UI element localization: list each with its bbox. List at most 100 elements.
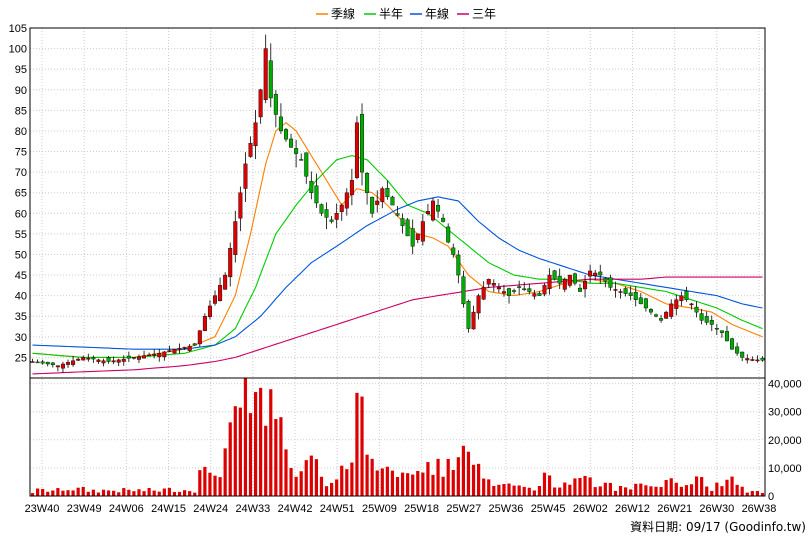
ma-line-year [32, 196, 763, 350]
candle-body [223, 274, 228, 290]
volume-bar [340, 465, 344, 496]
volume-bar [284, 449, 288, 496]
x-tick-label: 24W51 [320, 503, 355, 515]
candle-body [456, 254, 461, 276]
price-tick-label: 40 [15, 291, 27, 303]
volume-bar [335, 479, 339, 496]
x-tick-label: 23W49 [67, 503, 102, 515]
candle-body [299, 159, 304, 161]
candle-body [537, 293, 542, 296]
volume-bar [360, 396, 364, 496]
candle-body [572, 273, 577, 284]
candle-body [258, 89, 263, 118]
candle-body [197, 330, 202, 345]
candle-body [207, 305, 212, 317]
volume-bar [461, 445, 465, 496]
volume-bar [350, 462, 354, 496]
volume-bar [228, 422, 232, 496]
candle-body [142, 355, 147, 359]
candle-body [213, 295, 218, 304]
volume-bar [96, 492, 101, 496]
candle-body [704, 316, 709, 323]
legend-item-half: 半年 [364, 7, 403, 21]
candle-body [689, 303, 694, 306]
volume-bar [279, 417, 283, 496]
volume-bar [243, 378, 248, 496]
volume-bar [309, 455, 313, 496]
candle-body [111, 360, 116, 363]
x-tick-label: 26W21 [657, 503, 692, 515]
candle-body [218, 285, 223, 302]
candle-body [410, 228, 415, 247]
candle-body [699, 313, 704, 321]
volume-bar [446, 458, 450, 496]
candle-body [71, 360, 76, 365]
volume-bar [56, 488, 60, 496]
volume-bar [218, 477, 222, 496]
candle-body [81, 357, 86, 361]
candle-body [273, 93, 278, 115]
candle-body [750, 359, 755, 361]
volume-bar [674, 482, 678, 496]
candle-body [395, 213, 400, 216]
candle-body [91, 357, 96, 360]
price-tick-label: 105 [9, 23, 27, 35]
volume-bar [188, 491, 192, 496]
candle-body [344, 192, 349, 209]
legend-item-3y: 三年 [457, 7, 496, 21]
candle-body [664, 311, 669, 319]
candle-body [740, 351, 745, 358]
volume-bar [314, 459, 318, 496]
candle-body [238, 192, 243, 219]
volume-bar [441, 476, 445, 496]
candle-body [496, 287, 501, 290]
volume-bar [532, 490, 536, 496]
x-tick-label: 26W12 [615, 503, 650, 515]
volume-bar [603, 482, 607, 496]
candle-body [248, 143, 253, 157]
volume-bar [477, 463, 481, 496]
ma-line-half [32, 155, 763, 358]
x-tick-label: 25W27 [446, 503, 481, 515]
volume-bar [421, 472, 425, 496]
price-tick-label: 45 [15, 270, 27, 282]
volume-bar [46, 491, 50, 496]
candle-body [547, 274, 552, 289]
x-tick-label: 26W38 [742, 503, 777, 515]
volume-bar [345, 469, 349, 496]
volume-bar [30, 493, 35, 496]
candle-body [289, 138, 294, 148]
candle-body [228, 248, 233, 278]
x-tick-label: 23W40 [25, 503, 60, 515]
volume-bar [299, 471, 303, 496]
candle-body [760, 357, 765, 361]
volume-bar [264, 425, 268, 496]
volume-bar [208, 472, 212, 496]
candle-body [476, 295, 481, 314]
volume-bar [588, 477, 592, 496]
volume-bar [385, 466, 389, 496]
candle-body [562, 278, 567, 290]
volume-bar [152, 490, 156, 496]
candle-body [334, 213, 339, 220]
price-tick-label: 50 [15, 249, 27, 261]
candle-body [278, 116, 283, 132]
x-tick-label: 24W42 [278, 503, 313, 515]
candle-body [466, 301, 471, 329]
volume-bar [735, 484, 739, 496]
volume-bar [507, 483, 511, 496]
volume-bar [51, 490, 55, 496]
volume-bar [679, 486, 683, 496]
volume-bar [167, 487, 171, 496]
volume-bar [740, 486, 744, 496]
candle-body [385, 187, 390, 198]
candle-body [167, 350, 172, 352]
legend-label-3y: 三年 [472, 7, 496, 21]
volume-tick-label: 40,000 [768, 379, 802, 391]
candle-body [30, 361, 35, 363]
candle-body [674, 299, 679, 309]
volume-bar [81, 486, 85, 496]
volume-bar [61, 490, 65, 496]
volume-bar [304, 460, 308, 496]
